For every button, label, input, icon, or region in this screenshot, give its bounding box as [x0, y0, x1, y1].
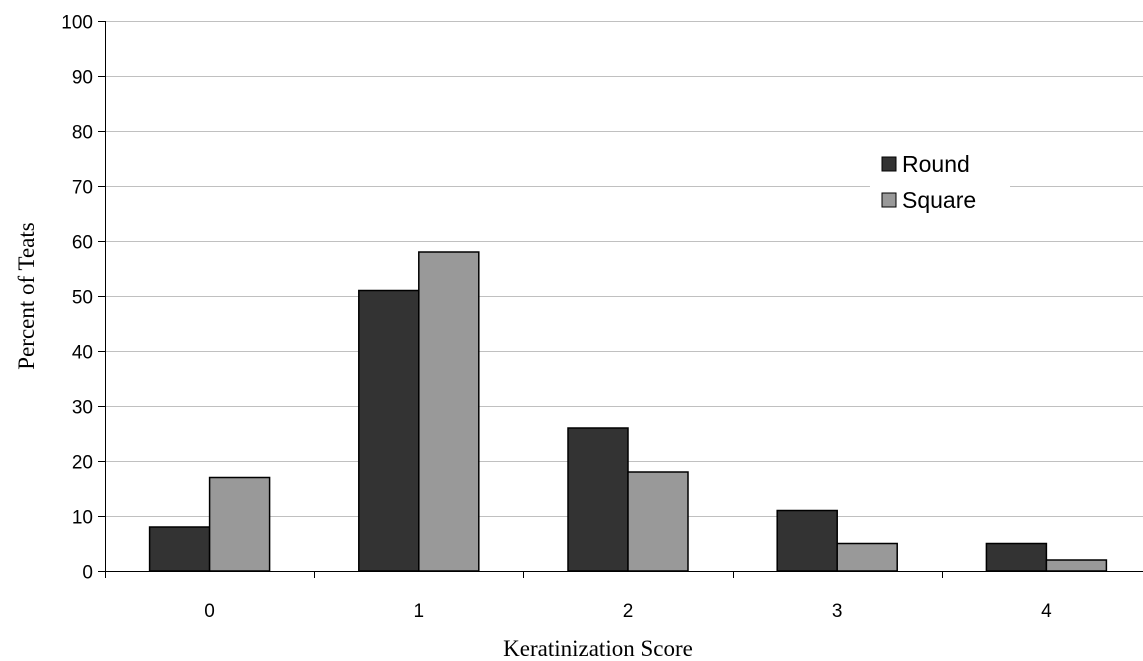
y-tick-label: 50 — [72, 288, 93, 309]
ticks — [98, 21, 943, 578]
y-axis-title: Percent of Teats — [14, 222, 39, 369]
y-tick-label: 10 — [72, 508, 93, 529]
y-tick-label: 90 — [72, 68, 93, 89]
x-tick-labels: 0 1 2 3 4 — [204, 601, 1052, 622]
y-tick-label: 30 — [72, 398, 93, 419]
legend-swatch-square — [881, 192, 897, 208]
y-tick-label: 70 — [72, 178, 93, 199]
legend: Round Square — [870, 142, 1010, 218]
bar-round-0 — [148, 526, 211, 572]
legend-label-square: Square — [902, 187, 976, 213]
y-tick-label: 60 — [72, 233, 93, 254]
y-tick-label: 80 — [72, 123, 93, 144]
y-tick-label: 20 — [72, 453, 93, 474]
bar-square-1 — [418, 251, 480, 572]
y-tick-label: 40 — [72, 343, 93, 364]
bar-round-4 — [985, 542, 1048, 572]
x-axis-title: Keratinization Score — [503, 636, 693, 661]
x-tick-label: 0 — [204, 601, 215, 622]
x-tick-label: 4 — [1041, 601, 1052, 622]
bar-square-4 — [1045, 559, 1108, 572]
axes — [105, 21, 1143, 572]
bar-square-0 — [208, 476, 271, 572]
bars — [148, 251, 1108, 572]
y-tick-labels: 0 10 20 30 40 50 60 70 80 90 100 — [61, 13, 93, 584]
y-tick-label: 100 — [61, 13, 93, 34]
x-tick-label: 2 — [623, 601, 634, 622]
legend-swatch-round — [881, 156, 897, 172]
legend-label-round: Round — [902, 151, 970, 177]
bar-round-3 — [776, 509, 838, 572]
y-tick-label: 0 — [82, 563, 93, 584]
x-tick-label: 1 — [414, 601, 425, 622]
bar-round-2 — [567, 427, 629, 572]
bar-square-3 — [836, 542, 898, 572]
bar-square-2 — [627, 471, 689, 572]
x-tick-label: 3 — [832, 601, 843, 622]
gridlines — [105, 21, 1143, 517]
bar-round-1 — [358, 289, 420, 572]
